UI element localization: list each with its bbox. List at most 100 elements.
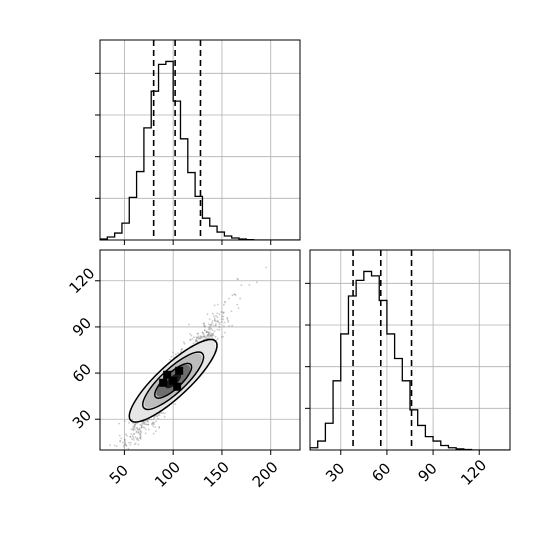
- scatter-point: [137, 431, 140, 434]
- scatter-point: [156, 415, 159, 418]
- scatter-point: [147, 419, 150, 421]
- scatter-point: [189, 338, 192, 341]
- hist2-grid: [310, 250, 510, 450]
- scatter-point: [109, 444, 111, 447]
- scatter-point: [132, 433, 135, 436]
- scatter-point: [122, 456, 124, 458]
- scatter-point: [228, 297, 230, 300]
- scatter-point: [218, 313, 221, 316]
- scatter-point: [227, 321, 230, 323]
- scatter-point: [214, 324, 217, 326]
- scatter-point: [220, 315, 223, 318]
- scatter-point: [142, 426, 145, 429]
- histogram-panel-param2: 30 60 90 120: [305, 249, 511, 489]
- scatter-point: [208, 328, 210, 331]
- scatter-point: [202, 322, 205, 325]
- scatter-point: [172, 351, 174, 354]
- scatter-point: [123, 444, 125, 447]
- scatter-point: [237, 278, 239, 281]
- scatter-point: [196, 336, 198, 339]
- scatter-point: [130, 441, 132, 444]
- scatter-point: [203, 333, 206, 336]
- scatter-point: [132, 422, 135, 425]
- scatter-point: [197, 336, 200, 339]
- scatter-point: [97, 477, 99, 479]
- scatter-point: [160, 412, 163, 414]
- x-tick-label: 120: [457, 456, 490, 489]
- scatter-point: [145, 423, 148, 426]
- scatter-point: [124, 443, 127, 445]
- density-peak-cell: [175, 366, 184, 375]
- scatter-point: [211, 329, 214, 331]
- scatter-point: [135, 431, 138, 434]
- scatter-point: [136, 428, 139, 431]
- scatter-point: [204, 326, 206, 328]
- scatter-point: [153, 423, 156, 425]
- scatter-point: [136, 438, 138, 441]
- scatter-point: [135, 430, 138, 433]
- scatter-point: [216, 337, 219, 340]
- scatter-point: [190, 334, 193, 337]
- scatter-point: [211, 334, 214, 336]
- scatter-point: [124, 462, 126, 464]
- scatter-point: [130, 433, 133, 435]
- scatter-point: [99, 472, 101, 474]
- contour-line: [128, 338, 218, 423]
- scatter-point: [140, 431, 143, 434]
- scatter-point: [152, 418, 155, 421]
- scatter-point: [195, 336, 198, 339]
- scatter-point: [220, 336, 223, 338]
- scatter-point: [157, 417, 160, 420]
- scatter-point: [163, 415, 166, 418]
- scatter-point: [216, 319, 219, 322]
- scatter-point: [196, 341, 199, 343]
- scatter-point: [218, 326, 221, 328]
- scatter-point: [197, 332, 200, 335]
- scatter-point: [154, 426, 157, 429]
- x-tick-label: 60: [368, 459, 394, 485]
- scatter-point: [132, 428, 135, 430]
- scatter-point: [205, 330, 208, 333]
- scatter-point: [134, 436, 137, 439]
- scatter-point: [194, 339, 197, 341]
- density-peak-cell: [169, 376, 178, 385]
- scatter-point: [144, 432, 147, 435]
- scatter-point: [209, 328, 211, 331]
- scatter-point: [141, 422, 144, 425]
- scatter-point: [136, 427, 139, 429]
- scatter-point: [132, 429, 135, 431]
- scatter-point: [189, 333, 192, 335]
- scatter-point: [138, 432, 141, 434]
- scatter-point: [209, 327, 212, 329]
- scatter-point: [218, 323, 221, 326]
- scatter-point: [237, 307, 240, 309]
- scatter-point: [206, 334, 209, 337]
- scatter-point: [218, 328, 221, 331]
- scatter-point: [157, 414, 160, 416]
- scatter-point: [213, 317, 216, 319]
- scatter-point: [122, 441, 124, 444]
- scatter-point: [220, 320, 223, 323]
- scatter-point: [222, 335, 224, 338]
- scatter-point: [218, 321, 221, 324]
- scatter-point: [222, 312, 225, 314]
- scatter-point: [143, 421, 146, 424]
- scatter-point: [153, 416, 156, 419]
- scatter-point: [125, 433, 127, 436]
- scatter-point: [204, 337, 207, 339]
- scatter-point: [239, 297, 242, 300]
- scatter-point: [231, 294, 234, 297]
- x-tick-label: 200: [249, 458, 282, 491]
- scatter-point: [222, 311, 225, 314]
- scatter-point: [208, 323, 210, 326]
- scatter-point: [158, 425, 161, 428]
- scatter-point: [206, 331, 208, 333]
- scatter-point: [129, 435, 132, 438]
- scatter-point: [140, 425, 143, 428]
- density-panel-param1-param2: 50 100 150 200 30 60 90 120: [66, 249, 301, 491]
- scatter-point: [140, 427, 143, 429]
- scatter-point: [210, 327, 213, 330]
- scatter-point: [154, 430, 157, 432]
- scatter-point: [152, 432, 155, 435]
- scatter-point: [113, 444, 116, 447]
